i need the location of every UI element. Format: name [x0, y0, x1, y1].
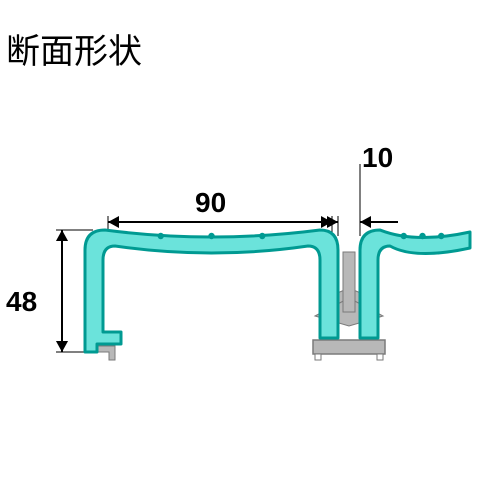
cross-section-diagram	[0, 0, 500, 500]
